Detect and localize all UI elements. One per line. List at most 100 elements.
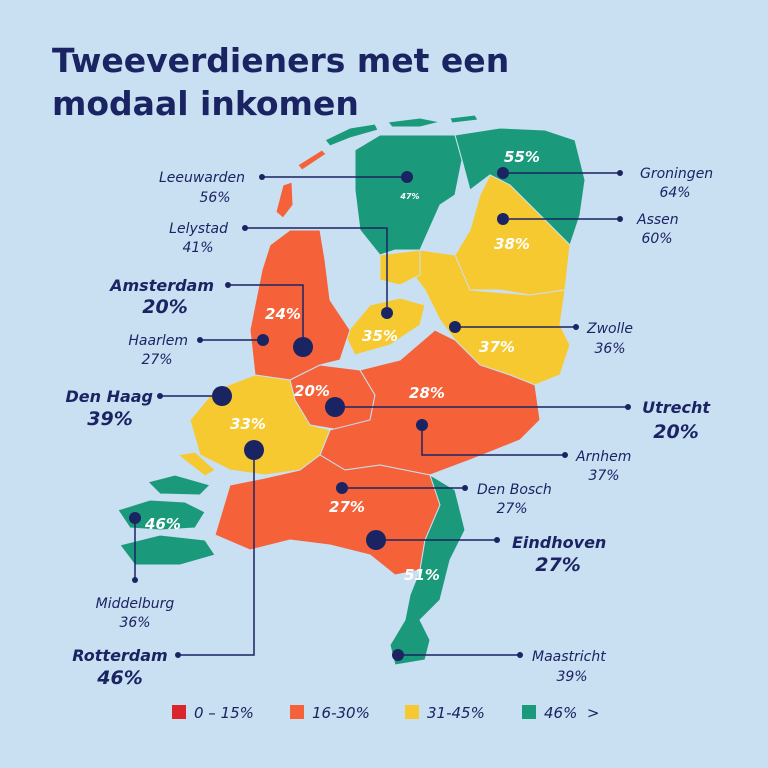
city-name: Middelburg [96,596,175,612]
city-name: Den Haag [65,387,153,406]
overijssel [409,249,571,386]
city-dot [497,167,509,179]
province-label: 38% [494,235,530,253]
city-dot [497,213,509,225]
city-labels: Leeuwarden 56% Groningen 64% Lelystad 41… [65,166,713,689]
zeeland [147,474,211,496]
city-name: Eindhoven [512,533,606,552]
leader-end [197,337,203,343]
province-label: 27% [329,498,365,516]
city-dot [449,321,461,333]
city-value: 39% [87,408,132,430]
legend-label: 31-45% [427,704,485,722]
city-name: Maastricht [532,649,606,665]
leader-line [245,227,388,313]
friesland [354,134,463,256]
gelderland [319,329,541,476]
legend-swatch [172,705,186,719]
city-value: 36% [594,341,625,357]
city-name: Rotterdam [72,646,167,665]
leader-end [462,485,468,491]
city-name: Lelystad [169,221,228,237]
island [176,451,216,477]
leader-end [517,652,523,658]
city-dot [416,419,428,431]
legend-label: 16-30% [312,704,370,722]
leader-end [562,452,568,458]
city-name: Amsterdam [108,276,214,295]
leader-end [494,537,500,543]
province-label: 28% [409,384,445,402]
city-dot [366,530,386,550]
city-dot [212,386,232,406]
island [275,181,294,219]
legend-swatch [290,705,304,719]
city-name: Groningen [640,166,713,182]
province-label: 47% [399,192,419,201]
province-label: 33% [230,415,266,433]
city-value: 39% [556,669,587,685]
legend: 0 – 15% 16-30% 31-45% 46% > [172,704,599,722]
legend-label: 46% > [544,704,599,722]
city-value: 41% [182,240,213,256]
province-labels: 55% 47% 38% 35% 37% 24% 20% 28% 33% 46% … [144,148,540,584]
city-dot [244,440,264,460]
city-value: 36% [119,615,150,631]
province-label: 35% [362,327,398,345]
city-dot [381,307,393,319]
city-value: 27% [496,501,527,517]
legend-label: 0 – 15% [194,704,254,722]
city-value: 46% [96,667,142,689]
island [297,149,327,171]
province-label: 37% [479,338,515,356]
city-value: 27% [141,352,172,368]
city-value: 60% [641,231,672,247]
leader-end [617,216,623,222]
leader-end [225,282,231,288]
city-dot [257,334,269,346]
island [324,123,379,147]
city-dot [129,512,141,524]
leader-end [132,577,138,583]
city-dot [293,337,313,357]
leader-end [573,324,579,330]
city-dot [336,482,348,494]
leader-line [228,284,304,347]
leader-end [175,652,181,658]
leader-end [617,170,623,176]
leader-end [259,174,265,180]
province-label: 55% [504,148,540,166]
drenthe [454,174,571,296]
legend-swatch [405,705,419,719]
city-name: Leeuwarden [159,170,245,186]
leader-end [157,393,163,399]
city-value: 64% [659,185,690,201]
leader-end [242,225,248,231]
leader-line [421,425,565,456]
city-name: Den Bosch [477,482,552,498]
city-value: 20% [653,421,698,443]
island [449,114,479,124]
city-value: 27% [535,554,580,576]
leader-line [178,450,255,656]
city-name: Arnhem [575,449,631,465]
leader-end [625,404,631,410]
province-label: 51% [404,566,440,584]
legend-swatch [522,705,536,719]
leaders [129,167,631,661]
city-dot [401,171,413,183]
title-line: Tweeverdieners met een [52,41,509,80]
city-name: Haarlem [128,333,188,349]
city-dot [392,649,404,661]
city-name: Assen [636,212,679,228]
city-name: Utrecht [642,398,711,417]
province-label: 46% [144,515,181,533]
city-value: 37% [588,468,619,484]
title-line: modaal inkomen [52,84,359,123]
province-label: 20% [294,382,330,400]
province-label: 24% [265,305,301,323]
city-value: 20% [142,296,187,318]
city-dot [325,397,345,417]
flevoland [344,297,426,356]
